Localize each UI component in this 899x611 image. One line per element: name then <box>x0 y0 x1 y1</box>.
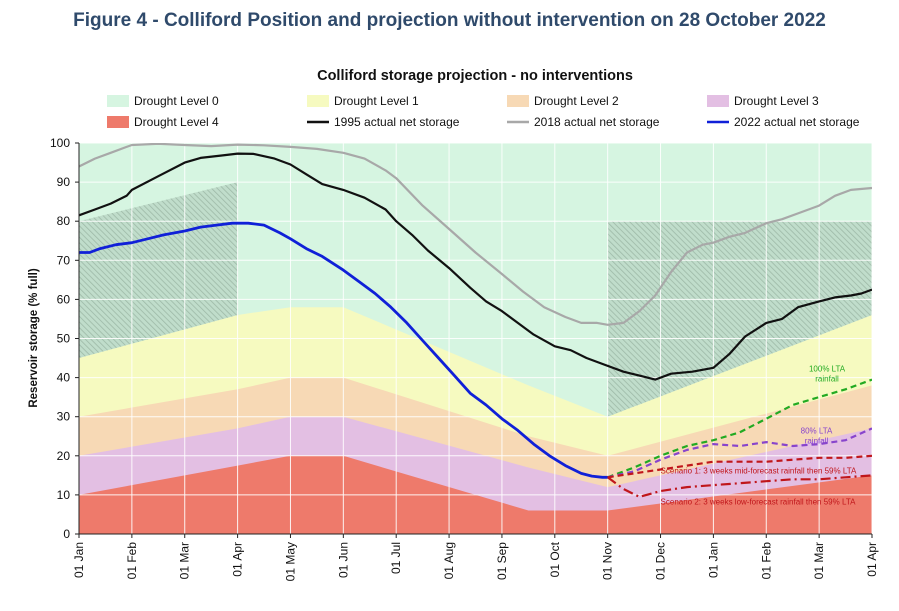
hatched-region-0 <box>79 182 238 359</box>
x-tick-label: 01 Apr <box>231 542 245 577</box>
annotations: 100% LTA rainfall 80% LTA rainfall Scenario … <box>661 365 857 507</box>
x-tick-label: 01 Nov <box>601 542 615 580</box>
legend-label: 1995 actual net storage <box>334 115 460 129</box>
legend-swatch <box>507 95 529 107</box>
y-tick-label: 0 <box>63 527 70 541</box>
legend-label: Drought Level 3 <box>734 94 819 108</box>
y-tick-label: 20 <box>57 449 71 463</box>
projection-label-1: 80% LTA rainfall <box>801 427 833 446</box>
y-tick-label: 30 <box>57 410 71 424</box>
x-tick-label: 01 Apr <box>865 542 879 577</box>
y-tick-label: 40 <box>57 371 71 385</box>
legend-label: Drought Level 0 <box>134 94 219 108</box>
legend-swatch <box>107 116 129 128</box>
y-tick-label: 80 <box>57 214 71 228</box>
x-tick-label: 01 Feb <box>759 542 773 580</box>
projection-label-2: Scenario 1: 3 weeks mid-forecast rainfal… <box>661 466 857 475</box>
legend-label: 2018 actual net storage <box>534 115 660 129</box>
y-tick-label: 60 <box>57 292 71 306</box>
legend-label: 2022 actual net storage <box>734 115 860 129</box>
chart-title: Colliford storage projection - no interv… <box>317 68 633 84</box>
legend-swatch <box>107 95 129 107</box>
legend-swatch <box>307 95 329 107</box>
legend-label: Drought Level 4 <box>134 115 219 129</box>
y-tick-label: 100 <box>50 136 70 150</box>
projection-label-3: Scenario 2: 3 weeks low-forecast rainfal… <box>661 498 857 507</box>
x-tick-label: 01 Jan <box>72 542 86 578</box>
x-tick-label: 01 Feb <box>125 542 139 580</box>
x-tick-label: 01 Jul <box>389 542 403 574</box>
projection-line-3 <box>607 474 872 499</box>
legend-label: Drought Level 2 <box>534 94 619 108</box>
series-line-2022 <box>79 221 608 479</box>
series-line-2018 <box>79 143 872 326</box>
projection-line-2 <box>607 454 872 479</box>
x-tick-label: 01 Aug <box>442 542 456 579</box>
legend: Drought Level 0 Drought Level 1 Drought Le… <box>107 94 860 129</box>
x-tick-label: 01 Mar <box>178 542 192 579</box>
figure-title: Figure 4 - Colliford Position and projec… <box>73 10 826 31</box>
legend-swatch <box>707 95 729 107</box>
x-tick-label: 01 Jun <box>336 542 350 578</box>
series-line-1995 <box>79 152 872 381</box>
x-tick-label: 01 Mar <box>812 542 826 579</box>
x-tick-label: 01 Jan <box>706 542 720 578</box>
series-lines <box>79 143 872 499</box>
y-axis-label: Reservoir storage (% full) <box>28 268 40 407</box>
x-tick-label: 01 May <box>284 542 298 581</box>
x-tick-label: 01 Sep <box>495 542 509 580</box>
y-tick-label: 70 <box>57 253 71 267</box>
y-tick-label: 50 <box>57 332 71 346</box>
axes: 0 10 20 30 40 50 60 70 80 90 100 01 Jan 01 Feb 01 Mar… <box>50 136 879 581</box>
legend-label: Drought Level 1 <box>334 94 419 108</box>
projection-label-0: 100% LTA rainfall <box>809 365 846 384</box>
x-tick-label: 01 Oct <box>548 541 562 577</box>
y-tick-label: 10 <box>57 488 71 502</box>
x-tick-label: 01 Dec <box>654 542 668 580</box>
y-tick-label: 90 <box>57 175 71 189</box>
